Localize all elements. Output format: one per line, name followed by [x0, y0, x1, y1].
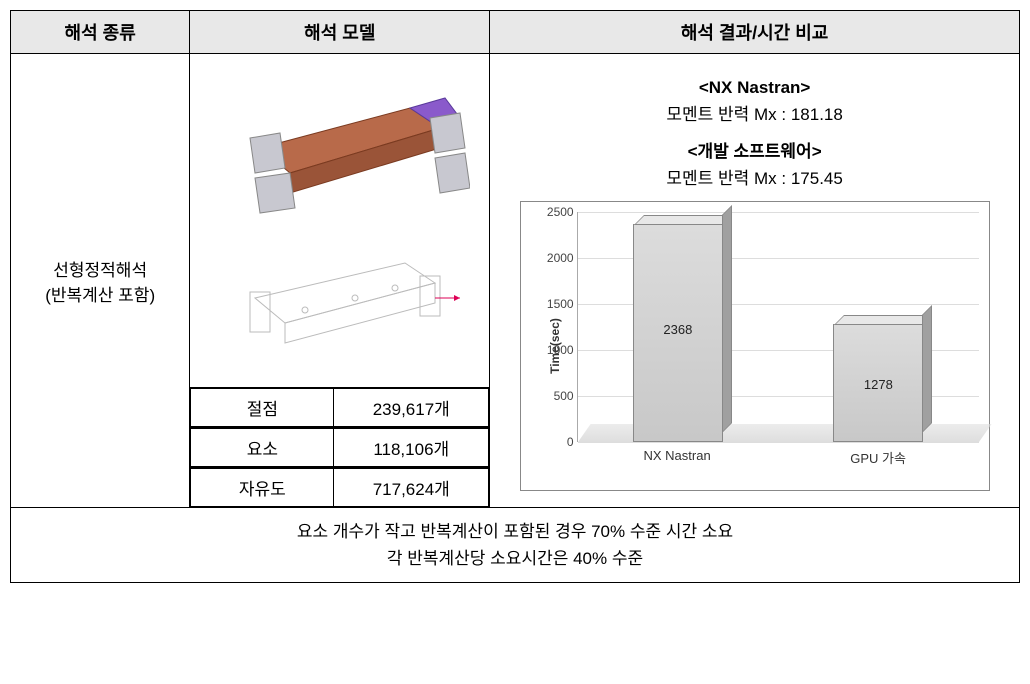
chart-y-tick: 2500 — [538, 205, 574, 219]
header-row: 해석 종류 해석 모델 해석 결과/시간 비교 — [11, 11, 1020, 54]
stat-label: 자유도 — [191, 469, 334, 507]
header-result: 해석 결과/시간 비교 — [490, 11, 1020, 54]
chart-x-label: NX Nastran — [643, 448, 710, 463]
stat-cell: 요소 118,106개 — [190, 428, 490, 468]
chart-y-tick: 1500 — [538, 297, 574, 311]
time-chart: Time(sec) 0500100015002000250023681278 N… — [520, 201, 990, 491]
result-value-nastran: 모멘트 반력 Mx : 181.18 — [494, 100, 1015, 125]
model-illustration — [210, 58, 470, 378]
model-image-cell — [190, 54, 490, 388]
summary-line2: 각 반복계산당 소요시간은 40% 수준 — [19, 545, 1011, 572]
chart-y-tick: 1000 — [538, 343, 574, 357]
result-value-dev: 모멘트 반력 Mx : 175.45 — [494, 164, 1015, 189]
summary-row: 요소 개수가 작고 반복계산이 포함된 경우 70% 수준 시간 소요 각 반복… — [11, 508, 1020, 583]
analysis-type-line1: 선형정적해석 — [15, 256, 185, 281]
stat-label: 요소 — [191, 429, 334, 467]
stat-cell: 자유도 717,624개 — [190, 468, 490, 508]
result-heading-nastran: <NX Nastran> — [494, 78, 1015, 98]
result-cell: <NX Nastran> 모멘트 반력 Mx : 181.18 <개발 소프트웨… — [490, 54, 1020, 508]
stat-label: 절점 — [191, 389, 334, 427]
chart-y-tick: 0 — [538, 435, 574, 449]
stat-value: 717,624개 — [334, 469, 489, 507]
summary-line1: 요소 개수가 작고 반복계산이 포함된 경우 70% 수준 시간 소요 — [19, 518, 1011, 545]
chart-x-label: GPU 가속 — [850, 448, 906, 467]
header-analysis-type: 해석 종류 — [11, 11, 190, 54]
chart-bar-value: 1278 — [834, 377, 922, 392]
chart-y-tick: 500 — [538, 389, 574, 403]
stat-value: 118,106개 — [334, 429, 489, 467]
chart-bar-value: 2368 — [634, 322, 722, 337]
chart-bar: 2368 — [633, 224, 723, 442]
chart-y-tick: 2000 — [538, 251, 574, 265]
chart-plot-area: 0500100015002000250023681278 — [577, 212, 979, 442]
analysis-type-line2: (반복계산 포함) — [15, 281, 185, 306]
chart-gridline — [578, 442, 979, 443]
chart-bar: 1278 — [833, 324, 923, 442]
summary-cell: 요소 개수가 작고 반복계산이 포함된 경우 70% 수준 시간 소요 각 반복… — [11, 508, 1020, 583]
result-heading-dev: <개발 소프트웨어> — [494, 137, 1015, 162]
chart-gridline — [578, 212, 979, 213]
comparison-table: 해석 종류 해석 모델 해석 결과/시간 비교 선형정적해석 (반복계산 포함) — [10, 10, 1020, 583]
analysis-type-cell: 선형정적해석 (반복계산 포함) — [11, 54, 190, 508]
header-model: 해석 모델 — [190, 11, 490, 54]
stat-value: 239,617개 — [334, 389, 489, 427]
stat-cell: 절점 239,617개 — [190, 388, 490, 428]
chart-x-labels: NX Nastran GPU 가속 — [577, 448, 979, 472]
